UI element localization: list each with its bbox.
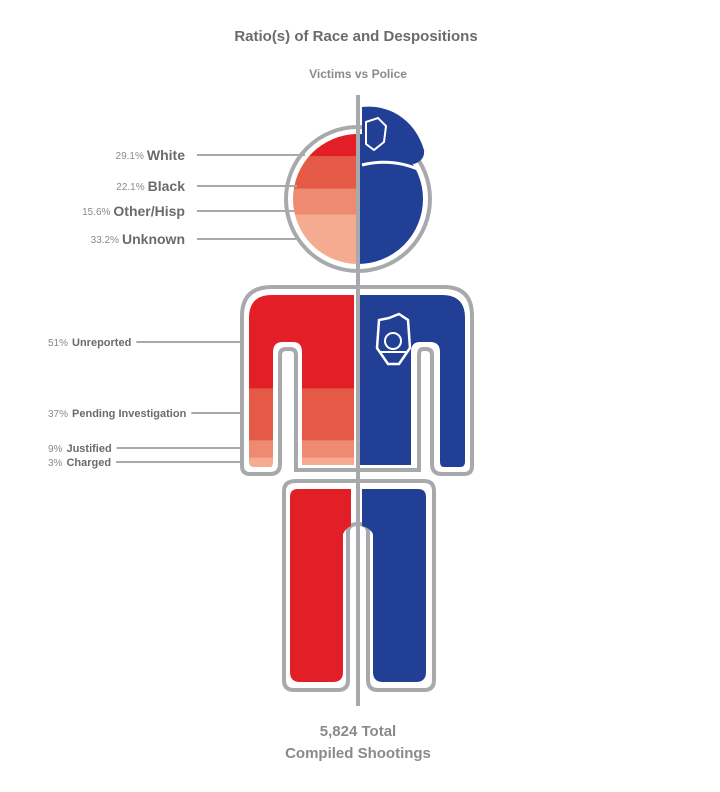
police-hat-icon — [361, 106, 425, 172]
police-badge-icon — [375, 312, 412, 366]
leg-victim — [290, 489, 351, 682]
disposition-percent: 3% — [48, 458, 63, 469]
head-band-other-hisp — [293, 188, 356, 216]
race-name: Other/Hisp — [113, 203, 185, 219]
disposition-name: Pending Investigation — [72, 408, 187, 420]
head-band-black — [293, 156, 356, 190]
race-name: Black — [148, 178, 186, 194]
race-label-black: Black 22.1% — [116, 178, 297, 194]
disposition-percent: 51% — [48, 338, 68, 349]
torso — [240, 285, 474, 476]
disposition-name: Charged — [66, 457, 111, 469]
total-line-2: Compiled Shootings — [285, 745, 431, 762]
race-percent: 22.1% — [116, 182, 144, 193]
disposition-legend: 51% Unreported 37% Pending Investigation 9% J… — [48, 337, 244, 469]
leg-police — [362, 489, 426, 682]
disposition-label-pending-investigation: 37% Pending Investigation — [48, 408, 244, 420]
disposition-label-unreported: 51% Unreported — [48, 337, 244, 349]
head — [284, 106, 432, 273]
race-percent: 29.1% — [116, 151, 144, 162]
race-name: White — [147, 147, 185, 163]
chart-subtitle: Victims vs Police — [309, 67, 407, 81]
disposition-percent: 9% — [48, 444, 63, 455]
head-band-unknown — [293, 214, 356, 264]
disposition-label-charged: 3% Charged — [48, 457, 244, 469]
disposition-percent: 37% — [48, 409, 68, 420]
torso-outline — [240, 285, 474, 476]
chart-title: Ratio(s) of Race and Despositions — [234, 28, 477, 45]
race-percent: 15.6% — [82, 207, 110, 218]
race-name: Unknown — [122, 231, 185, 247]
disposition-name: Unreported — [72, 337, 131, 349]
total-line-1: 5,824 Total — [320, 723, 396, 740]
disposition-name: Justified — [66, 443, 111, 455]
torso-police-half — [358, 295, 465, 467]
race-percent: 33.2% — [91, 235, 119, 246]
disposition-label-justified: 9% Justified — [48, 443, 244, 455]
